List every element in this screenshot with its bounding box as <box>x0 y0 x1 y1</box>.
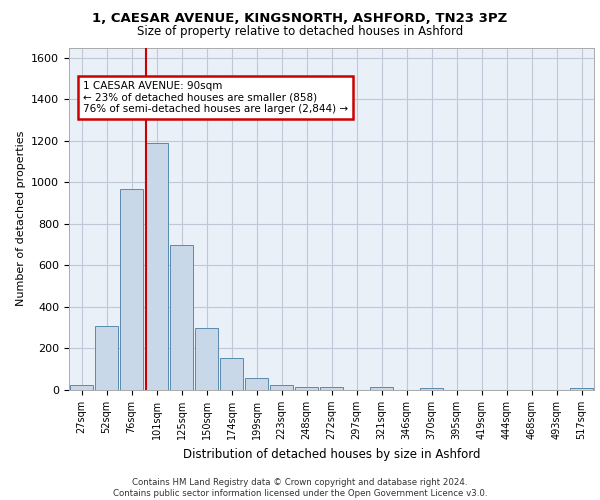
Bar <box>570 388 593 390</box>
X-axis label: Distribution of detached houses by size in Ashford: Distribution of detached houses by size … <box>183 448 480 460</box>
Y-axis label: Number of detached properties: Number of detached properties <box>16 131 26 306</box>
Bar <box>95 326 118 390</box>
Bar <box>145 143 168 390</box>
Bar <box>195 328 218 390</box>
Bar <box>70 386 93 390</box>
Bar <box>245 378 268 390</box>
Text: 1 CAESAR AVENUE: 90sqm
← 23% of detached houses are smaller (858)
76% of semi-de: 1 CAESAR AVENUE: 90sqm ← 23% of detached… <box>83 80 348 114</box>
Bar <box>370 387 393 390</box>
Text: Contains HM Land Registry data © Crown copyright and database right 2024.
Contai: Contains HM Land Registry data © Crown c… <box>113 478 487 498</box>
Text: 1, CAESAR AVENUE, KINGSNORTH, ASHFORD, TN23 3PZ: 1, CAESAR AVENUE, KINGSNORTH, ASHFORD, T… <box>92 12 508 26</box>
Bar <box>295 387 318 390</box>
Bar <box>220 358 243 390</box>
Text: Size of property relative to detached houses in Ashford: Size of property relative to detached ho… <box>137 25 463 38</box>
Bar <box>320 387 343 390</box>
Bar <box>170 244 193 390</box>
Bar <box>270 385 293 390</box>
Bar <box>420 388 443 390</box>
Bar <box>120 188 143 390</box>
